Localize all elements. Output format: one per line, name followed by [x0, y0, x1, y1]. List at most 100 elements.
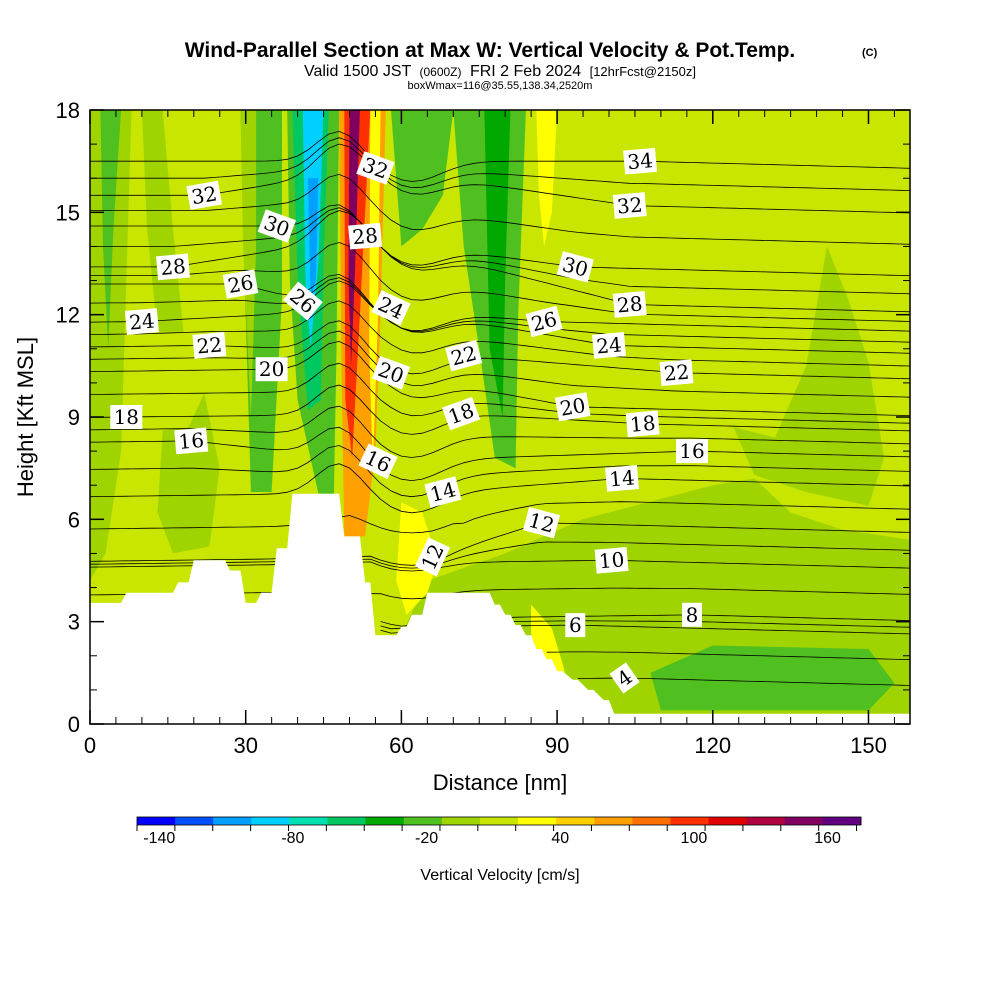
contour-label-box — [522, 506, 561, 539]
contour-label: 30 — [556, 251, 594, 283]
contour-label: 28 — [612, 291, 647, 318]
isentrope-line — [546, 651, 910, 661]
y-tick-label: 3 — [68, 610, 80, 635]
colorbar-tick-label: -20 — [415, 830, 438, 847]
colorbar-swatch — [784, 817, 824, 825]
colorbar-tick-label: 160 — [814, 830, 841, 847]
y-tick-label: 12 — [56, 303, 80, 328]
velocity-region — [391, 110, 454, 247]
contour-label-box — [110, 405, 143, 429]
colorbar: -140 -80 -20 40 100 160 — [136, 816, 862, 847]
isentrope-line — [90, 207, 910, 295]
colorbar-swatch — [556, 817, 595, 825]
velocity-region — [536, 110, 558, 247]
isentrope-line — [90, 541, 910, 569]
colorbar-swatch — [822, 817, 862, 825]
isentrope-line — [380, 624, 910, 635]
x-axis-title: Distance [nm] — [433, 770, 568, 795]
contour-label-text: 20 — [558, 393, 587, 421]
contour-label-text: 28 — [159, 254, 186, 280]
isentrope-line — [90, 384, 910, 435]
isentrope-line — [90, 242, 910, 322]
contour-label-box — [156, 253, 190, 281]
contour-label: 16 — [676, 439, 708, 464]
box-info: boxWmax=116@35.55,138.34,2520m — [408, 80, 593, 92]
contour-label: 6 — [565, 613, 586, 638]
isentrope-line — [90, 210, 910, 313]
velocity-region — [557, 110, 578, 247]
contour-label-box — [609, 662, 640, 694]
contour-label-box — [525, 305, 563, 338]
contour-label: 32 — [186, 180, 223, 210]
contour-label: 18 — [110, 405, 143, 429]
contour-label-box — [371, 290, 411, 326]
velocity-region — [396, 502, 438, 615]
valid-date: FRI 2 Feb 2024 — [470, 63, 581, 80]
y-tick-label: 0 — [68, 712, 80, 737]
contour-label-text: 32 — [616, 192, 643, 218]
colorbar-tick-label: -140 — [143, 830, 175, 847]
colorbar-label: Vertical Velocity [cm/s] — [420, 867, 579, 884]
colorbar-swatch — [289, 817, 329, 825]
contour-label-box — [556, 251, 594, 283]
contour-label-box — [222, 269, 259, 299]
contour-label: 34 — [623, 147, 658, 175]
isentrope-line — [90, 463, 910, 514]
colorbar-swatch — [632, 817, 671, 825]
isentrope-line — [90, 173, 910, 245]
velocity-region — [100, 110, 122, 349]
isentrope-line — [90, 426, 910, 482]
contour-label-box — [612, 291, 647, 318]
contour-label-text: 10 — [598, 547, 625, 573]
x-tick-label: 60 — [389, 733, 413, 758]
isentrope-line — [90, 330, 910, 398]
isentrope-line — [380, 620, 910, 630]
isentrope-line — [90, 559, 910, 572]
contour-label: 18 — [625, 410, 660, 438]
contour-label-text: 8 — [686, 603, 699, 627]
contour-label: 32 — [612, 192, 647, 219]
y-tick-label: 15 — [56, 200, 80, 225]
y-tick-label: 9 — [68, 405, 80, 430]
contour-label-box — [623, 147, 658, 175]
contour-label: 28 — [156, 253, 190, 281]
colorbar-swatch — [518, 817, 557, 825]
contour-label: 32 — [356, 151, 395, 185]
isentrope-line — [90, 280, 910, 354]
contour-label-box — [414, 537, 451, 577]
contour-label: 12 — [522, 506, 561, 539]
velocity-region — [369, 110, 381, 469]
contour-label-box — [356, 151, 395, 185]
contour-label-box — [605, 465, 639, 492]
contour-label-box — [371, 355, 411, 390]
contour-label-box — [124, 308, 159, 335]
colorbar-swatch — [213, 817, 252, 825]
x-tick-label: 120 — [694, 733, 731, 758]
contour-label-box — [441, 396, 481, 431]
colorbar-swatch — [441, 817, 481, 825]
contour-label-text: 24 — [595, 332, 622, 358]
contour-label-box — [445, 339, 483, 372]
colorbar-swatch — [594, 817, 633, 825]
y-tick-label: 6 — [68, 507, 80, 532]
contour-label-text: 24 — [128, 308, 155, 334]
colorbar-swatch — [175, 817, 214, 825]
isentrope-line — [90, 300, 910, 367]
contour-label-box — [592, 332, 626, 359]
contour-label-text: 28 — [351, 223, 378, 249]
isentrope-line — [90, 137, 910, 191]
contour-label: 20 — [554, 392, 591, 422]
contour-label-text: 28 — [616, 291, 643, 317]
contour-label-text: 14 — [608, 465, 635, 491]
contour-label-box — [186, 180, 223, 210]
contour-label-box — [625, 410, 660, 438]
colorbar-swatch — [746, 817, 786, 825]
contour-label: 24 — [592, 332, 626, 359]
contour-label-text: 22 — [663, 360, 690, 386]
colorbar-swatch — [670, 817, 710, 825]
x-tick-label: 90 — [545, 733, 569, 758]
contour-label: 8 — [682, 602, 702, 627]
colorbar-swatch — [403, 817, 443, 825]
terrain-mask — [90, 493, 910, 724]
velocity-region — [308, 178, 319, 298]
